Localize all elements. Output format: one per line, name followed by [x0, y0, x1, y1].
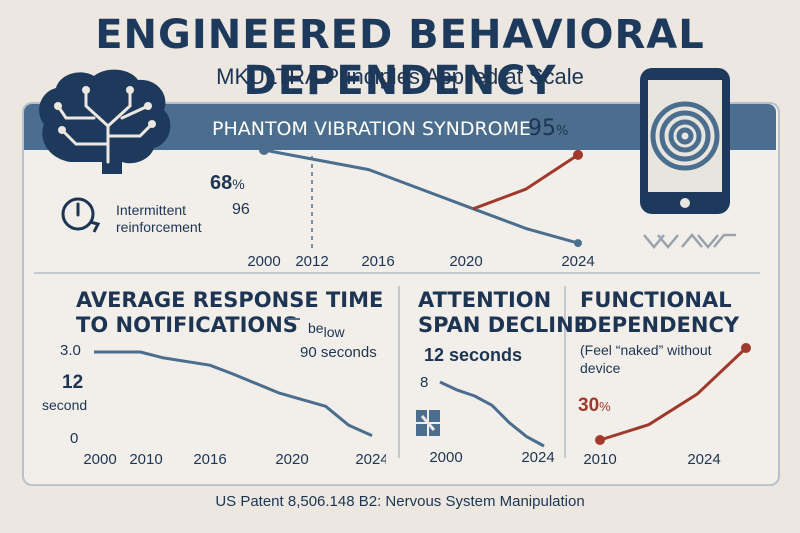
dependency-title-line2: DEPENDENCY [580, 313, 740, 337]
attention-chart-x-tick: 2024 [521, 449, 554, 466]
page-subtitle: MKULTRA Principles Applied at Scale [216, 64, 584, 89]
top-chart-x-tick: 2016 [361, 253, 394, 270]
top-chart-point [259, 145, 269, 155]
legend-dash [286, 318, 300, 320]
response-time-title-line2: TO NOTIFICATIONS [76, 313, 298, 337]
attention-chart: 2000 2024 [429, 380, 555, 466]
spiral-phone-icon [640, 68, 730, 214]
attention-title-line1: ATTENTION [418, 288, 552, 312]
top-chart-x-tick: 2000 [247, 253, 280, 270]
dependency-chart-x-tick: 2024 [687, 451, 720, 468]
dependency-chart: 2010 2024 [583, 343, 751, 468]
top-chart-point [574, 239, 582, 248]
attention-chart-x-tick: 2000 [429, 449, 462, 466]
top-chart: 2000 2012 2016 2020 2024 [247, 145, 595, 270]
top-chart-series-1 [263, 148, 579, 245]
chevron-pattern-icon [643, 233, 736, 249]
attention-value: 12 seconds [424, 345, 523, 365]
dependency-chart-point [595, 435, 605, 445]
top-chart-series-2 [472, 153, 579, 211]
response-time-chart-x-tick: 2010 [129, 451, 162, 468]
top-chart-point [573, 149, 583, 160]
response-note-line1: below [308, 320, 345, 340]
top-chart-x-tick: 2024 [561, 253, 594, 270]
response-y-mid-unit: second [42, 397, 88, 413]
response-time-chart-x-tick: 2024 [355, 451, 386, 468]
response-time-chart: 2000 2010 2016 2020 2024 [83, 350, 386, 468]
brain-circuit-icon [39, 69, 171, 174]
timer-icon [61, 197, 101, 233]
response-time-chart-x-tick: 2000 [83, 451, 116, 468]
attention-y-start: 8 [420, 374, 429, 391]
attention-chart-series-1 [439, 380, 545, 448]
dependency-chart-point [741, 343, 751, 353]
dependency-chart-series-1 [599, 346, 748, 442]
top-chart-percentage: 68% [210, 172, 245, 194]
section-divider [34, 272, 760, 274]
dependency-note-line2: device [580, 360, 621, 376]
banner-label: PHANTOM VIBRATION SYNDROME [212, 118, 532, 140]
response-time-chart-series-1 [94, 350, 373, 437]
dependency-title-line1: FUNCTIONAL [580, 288, 732, 312]
banner-percentage: 95% [528, 116, 569, 141]
top-chart-start-value: 96 [232, 201, 250, 218]
dependency-chart-x-tick: 2010 [583, 451, 616, 468]
response-y-mid: 12 [62, 372, 84, 393]
column-divider-2 [564, 286, 566, 458]
dependency-pct: 30% [578, 395, 611, 416]
response-time-chart-x-tick: 2016 [193, 451, 226, 468]
top-chart-x-tick: 2012 [295, 253, 328, 270]
response-time-chart-x-tick: 2020 [275, 451, 308, 468]
footer-text: US Patent 8,506.148 B2: Nervous System M… [215, 493, 585, 510]
response-y-bottom: 0 [70, 430, 79, 447]
dependency-note-line1: (Feel “naked” without [580, 342, 712, 358]
grid-squares-icon [416, 410, 440, 436]
icon-caption-line1: Intermittent [116, 202, 187, 218]
attention-title-line2: SPAN DECLINE [418, 313, 589, 337]
footer-divider [30, 484, 770, 485]
response-note-line2: 90 seconds [300, 344, 377, 361]
top-chart-x-tick: 2020 [449, 253, 482, 270]
response-y-top: 3.0 [60, 342, 81, 359]
column-divider-1 [398, 286, 400, 458]
icon-caption-line2: reinforcement [116, 219, 202, 235]
page-title: ENGINEERED BEHAVIORAL DEPENDENCY [95, 12, 705, 104]
response-time-title-line1: AVERAGE RESPONSE TIME [76, 288, 384, 312]
